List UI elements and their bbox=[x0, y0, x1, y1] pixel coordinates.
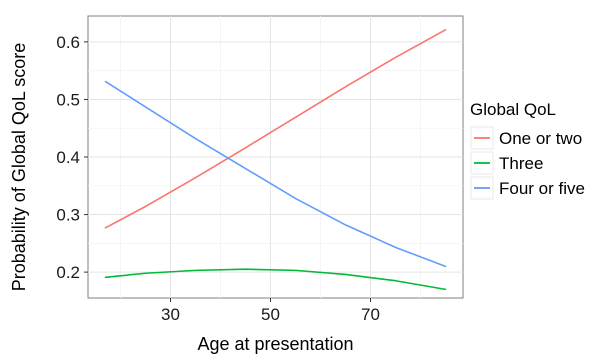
legend-title: Global QoL bbox=[470, 100, 556, 119]
series-line-one-or-two bbox=[104, 29, 447, 229]
series-line-four-or-five bbox=[104, 80, 447, 268]
y-tick-label: 0.3 bbox=[56, 206, 80, 225]
grid bbox=[88, 16, 463, 298]
y-tick-label: 0.6 bbox=[56, 33, 80, 52]
axes: 30 50 70 0.2 0.3 0.4 0.5 0.6 bbox=[56, 33, 380, 324]
y-axis-title: Probability of Global QoL score bbox=[9, 43, 29, 291]
y-tick-label: 0.5 bbox=[56, 90, 80, 109]
y-tick-label: 0.4 bbox=[56, 148, 80, 167]
series-lines bbox=[104, 29, 447, 291]
legend: One or two Three Four or five bbox=[470, 126, 585, 200]
y-tick-label: 0.2 bbox=[56, 263, 80, 282]
series-line-three bbox=[104, 268, 447, 291]
x-tick-label: 50 bbox=[261, 305, 280, 324]
legend-label-one-or-two: One or two bbox=[499, 129, 582, 148]
legend-label-three: Three bbox=[499, 154, 543, 173]
x-axis-title: Age at presentation bbox=[197, 334, 353, 354]
x-tick-label: 70 bbox=[361, 305, 380, 324]
legend-label-four-or-five: Four or five bbox=[499, 179, 585, 198]
x-tick-label: 30 bbox=[161, 305, 180, 324]
